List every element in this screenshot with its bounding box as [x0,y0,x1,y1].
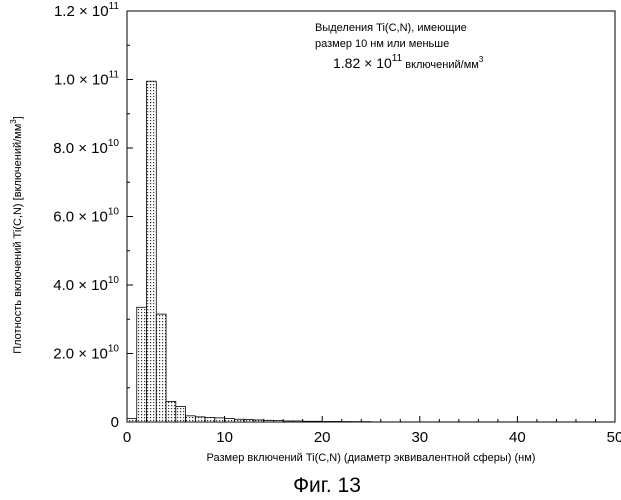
y-tick-exp-2: 10 [108,275,120,286]
bars-group [127,81,371,422]
y-tick-mantissa-3: 6.0 × 10 [53,209,108,226]
x-tick-label-1: 10 [216,429,233,446]
x-tick-label-0: 0 [123,429,131,446]
y-axis-label: Плотность включений Ti(C,N) [включений/м… [9,116,24,354]
annotation-line-2: размер 10 нм или меньше [315,38,449,50]
y-tick-exp-4: 10 [108,138,120,149]
bar-17 [293,421,303,422]
x-axis-label: Размер включений Ti(C,N) (диаметр эквива… [207,452,536,464]
y-tick-mantissa-4: 8.0 × 10 [53,140,108,157]
plot-frame [127,11,615,422]
y-tick-label-2: 4.0 × 1010 [53,275,119,294]
bar-18 [303,421,313,422]
y-tick-label-4: 8.0 × 1010 [53,138,119,157]
y-axis-label-tail: ] [12,116,24,119]
y-tick-label-5: 1.0 × 1011 [54,70,119,89]
bar-10 [225,419,235,422]
annotation-value: 1.82 × 1011 включений/мм3 [333,53,484,71]
y-tick-exp-3: 10 [108,207,120,218]
bar-3 [156,314,166,422]
bar-0 [127,419,137,422]
y-tick-label-1: 2.0 × 1010 [53,344,119,363]
bar-1 [137,307,147,422]
y-tick-mantissa-2: 4.0 × 10 [53,277,108,294]
bar-7 [195,417,205,422]
y-tick-label-3: 6.0 × 1010 [53,207,119,226]
bar-9 [215,418,225,422]
bar-12 [244,420,254,422]
x-tick-label-4: 40 [509,429,526,446]
bar-11 [234,419,244,422]
bar-5 [176,407,186,422]
y-tick-exp-5: 11 [109,70,120,81]
y-tick-label-6: 1.2 × 1011 [54,1,119,20]
bar-19 [312,421,322,422]
y-tick-mantissa-6: 1.2 × 10 [54,3,109,20]
bar-20 [322,421,332,422]
bar-15 [273,421,283,422]
bar-21 [332,421,342,422]
bar-6 [186,416,196,422]
bar-13 [254,420,264,422]
x-tick-label-3: 30 [411,429,428,446]
figure-caption: Фиг. 13 [293,474,361,497]
annotation-value-mantissa: 1.82 × 10 [333,55,392,71]
y-axis: 02.0 × 10104.0 × 10106.0 × 10108.0 × 101… [53,1,133,431]
y-axis-label-main: Плотность включений Ti(C,N) [включений/м… [12,124,24,354]
annotation-value-unit-sup: 3 [479,55,484,64]
annotation-value-unit: включений/мм [402,59,479,71]
y-tick-label-0: 0 [111,414,119,431]
annotation-line-1: Выделения Ti(C,N), имеющие [315,22,467,34]
y-tick-exp-6: 11 [109,1,120,12]
bar-8 [205,418,215,422]
y-tick-mantissa-0: 0 [111,414,119,431]
x-tick-label-5: 50 [607,429,621,446]
bar-2 [147,81,157,422]
y-tick-mantissa-5: 1.0 × 10 [54,72,109,89]
bar-14 [264,420,274,422]
annotation-value-exp: 11 [392,53,403,64]
bar-4 [166,401,176,422]
y-tick-exp-1: 10 [108,344,120,355]
y-tick-mantissa-1: 2.0 × 10 [53,346,108,363]
bar-16 [283,421,293,422]
x-tick-label-2: 20 [314,429,331,446]
